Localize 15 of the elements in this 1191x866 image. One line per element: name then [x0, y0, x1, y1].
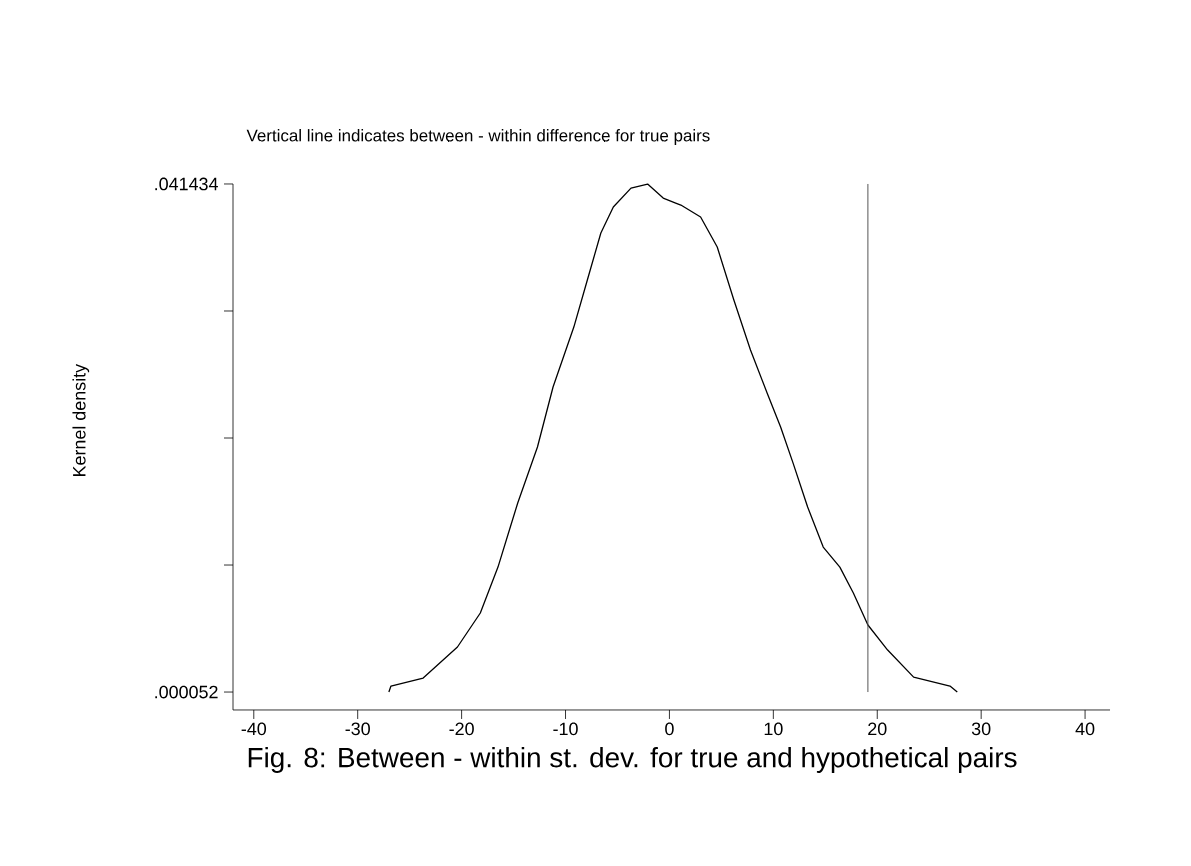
x-tick-label: 0	[665, 722, 674, 736]
chart-title: Vertical line indicates between - within difference for true pairs	[246, 129, 710, 145]
x-tick-label: -30	[345, 722, 370, 736]
y-axis-title: Kernel density	[72, 363, 90, 477]
y-tick-label: .000052	[155, 685, 218, 699]
y-tick-label: .041434	[155, 177, 218, 191]
x-tick-label: 10	[764, 722, 783, 736]
x-tick-label: -10	[553, 722, 578, 736]
caption: Fig. 8: Between - within st. dev. for true and hypothetical pairs	[248, 746, 1017, 773]
x-tick-label: -40	[241, 722, 267, 736]
x-tick-label: 40	[1075, 722, 1095, 736]
line-series	[388, 183, 958, 693]
x-tick-label: 20	[868, 722, 887, 736]
x-tick-label: -20	[449, 722, 474, 736]
x-tick-label: 30	[971, 722, 991, 736]
